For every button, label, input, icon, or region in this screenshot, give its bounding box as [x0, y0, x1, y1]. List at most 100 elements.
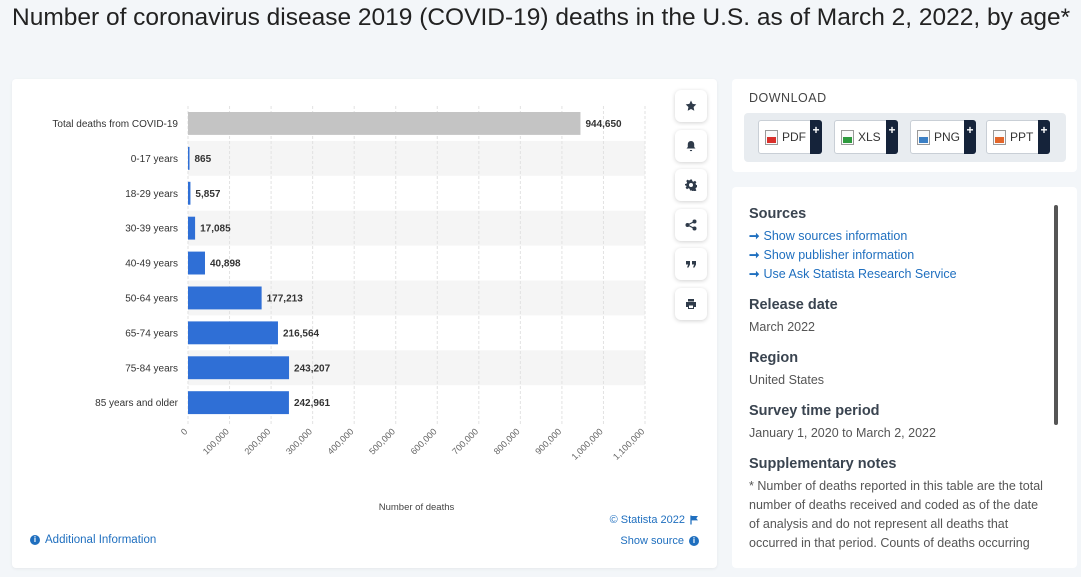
- bar-0: [188, 112, 581, 135]
- download-pdf-button[interactable]: PDF +: [758, 120, 822, 154]
- download-pdf-label: PDF: [782, 130, 806, 144]
- download-xls-button[interactable]: XLS +: [834, 120, 898, 154]
- x-tick-label: 400,000: [326, 426, 356, 456]
- value-label: 17,085: [200, 224, 231, 235]
- show-publisher-link[interactable]: ➞ Show publisher information: [749, 246, 1045, 265]
- info-icon: i: [689, 536, 699, 546]
- info-icon: i: [30, 535, 40, 545]
- x-tick-label: 600,000: [409, 426, 439, 456]
- survey-period-value: January 1, 2020 to March 2, 2022: [749, 426, 936, 440]
- supplementary-notes-title: Supplementary notes: [749, 456, 897, 472]
- x-tick-label: 1,000,000: [569, 426, 604, 461]
- row-band: [188, 280, 645, 316]
- x-tick-label: 1,100,000: [611, 426, 646, 461]
- png-file-icon: [917, 129, 930, 145]
- ask-statista-link[interactable]: ➞ Use Ask Statista Research Service: [749, 265, 1045, 284]
- bar-4: [188, 251, 205, 275]
- plus-icon: +: [964, 120, 976, 154]
- category-label: 85 years and older: [95, 398, 179, 409]
- bar-6: [188, 321, 278, 345]
- quote-icon: [686, 261, 696, 268]
- download-png-label: PNG: [934, 130, 961, 144]
- show-source-text: Show source: [620, 535, 684, 547]
- value-label: 865: [195, 154, 212, 165]
- info-content[interactable]: Sources ➞ Show sources information ➞ Show …: [749, 205, 1045, 552]
- cite-button[interactable]: [675, 248, 707, 280]
- category-label: 65-74 years: [125, 328, 178, 339]
- plus-icon: +: [886, 120, 898, 154]
- bar-2: [188, 181, 191, 205]
- info-card: Sources ➞ Show sources information ➞ Show …: [732, 187, 1077, 568]
- xls-file-icon: [841, 129, 854, 145]
- ppt-file-icon: [993, 129, 1006, 145]
- x-tick-label: 300,000: [284, 426, 314, 456]
- x-tick-label: 700,000: [450, 426, 480, 456]
- download-title: DOWNLOAD: [749, 91, 827, 105]
- chart-actions: [675, 90, 707, 327]
- download-ppt-button[interactable]: PPT +: [986, 120, 1050, 154]
- statista-credit[interactable]: © Statista 2022: [610, 514, 699, 526]
- download-xls-label: XLS: [858, 130, 881, 144]
- release-date-value: March 2022: [749, 320, 816, 334]
- value-label: 243,207: [294, 363, 331, 374]
- x-tick-label: 900,000: [533, 426, 563, 456]
- bar-5: [188, 286, 262, 310]
- x-tick-label: 200,000: [242, 426, 272, 456]
- category-label: 40-49 years: [125, 259, 178, 270]
- category-label: 75-84 years: [125, 363, 178, 374]
- show-sources-text: Show sources information: [763, 229, 908, 243]
- x-tick-label: 100,000: [201, 426, 231, 456]
- value-label: 5,857: [195, 189, 220, 200]
- value-label: 242,961: [294, 398, 331, 409]
- arrow-right-icon: ➞: [749, 229, 760, 243]
- page-title: Number of coronavirus disease 2019 (COVI…: [12, 4, 1071, 31]
- credit-text: © Statista 2022: [609, 514, 685, 526]
- show-source-link[interactable]: Show source i: [620, 535, 699, 547]
- bar-chart: Total deaths from COVID-19 944,650 0-17 ye…: [52, 106, 646, 513]
- bar-8: [188, 391, 289, 415]
- show-publisher-text: Show publisher information: [763, 248, 915, 262]
- arrow-right-icon: ➞: [749, 248, 760, 262]
- download-png-button[interactable]: PNG +: [910, 120, 976, 154]
- arrow-right-icon: ➞: [749, 267, 760, 281]
- settings-button[interactable]: [675, 169, 707, 201]
- share-icon: [685, 219, 697, 230]
- pdf-file-icon: [765, 129, 778, 145]
- supplementary-notes-text: * Number of deaths reported in this tabl…: [749, 479, 1043, 550]
- additional-information-link[interactable]: i Additional Information: [30, 534, 156, 546]
- favorite-button[interactable]: [675, 90, 707, 122]
- download-card: DOWNLOAD PDF + XLS + PNG + PPT +: [732, 79, 1077, 172]
- notification-button[interactable]: [675, 129, 707, 162]
- plus-icon: +: [810, 120, 822, 154]
- show-sources-link[interactable]: ➞ Show sources information: [749, 227, 1045, 246]
- x-axis-label: Number of deaths: [379, 502, 455, 513]
- category-label: 30-39 years: [125, 224, 178, 235]
- info-scrollbar[interactable]: [1054, 205, 1058, 425]
- bell-icon: [686, 140, 696, 151]
- row-band: [188, 140, 645, 176]
- share-button[interactable]: [675, 208, 707, 241]
- print-button[interactable]: [675, 287, 707, 320]
- release-date-title: Release date: [749, 297, 838, 313]
- bar-3: [188, 216, 196, 240]
- ask-statista-text: Use Ask Statista Research Service: [763, 267, 957, 281]
- region-title: Region: [749, 350, 799, 366]
- additional-information-text: Additional Information: [45, 534, 157, 546]
- region-value: United States: [749, 373, 825, 387]
- sources-title: Sources: [749, 206, 807, 222]
- row-band: [188, 210, 645, 246]
- bar-7: [188, 356, 290, 380]
- value-label: 40,898: [210, 259, 241, 270]
- survey-period-title: Survey time period: [749, 403, 880, 419]
- gear-icon: [685, 179, 697, 191]
- category-label: 18-29 years: [125, 189, 178, 200]
- star-icon: [685, 100, 697, 111]
- category-label: Total deaths from COVID-19: [52, 119, 178, 130]
- category-label: 50-64 years: [125, 293, 178, 304]
- x-tick-label: 500,000: [367, 426, 397, 456]
- plus-icon: +: [1038, 120, 1050, 154]
- bar-1: [188, 146, 190, 170]
- x-tick-label: 0: [179, 426, 190, 437]
- chart-card: Total deaths from COVID-19 944,650 0-17 ye…: [12, 79, 717, 568]
- value-label: 216,564: [283, 328, 320, 339]
